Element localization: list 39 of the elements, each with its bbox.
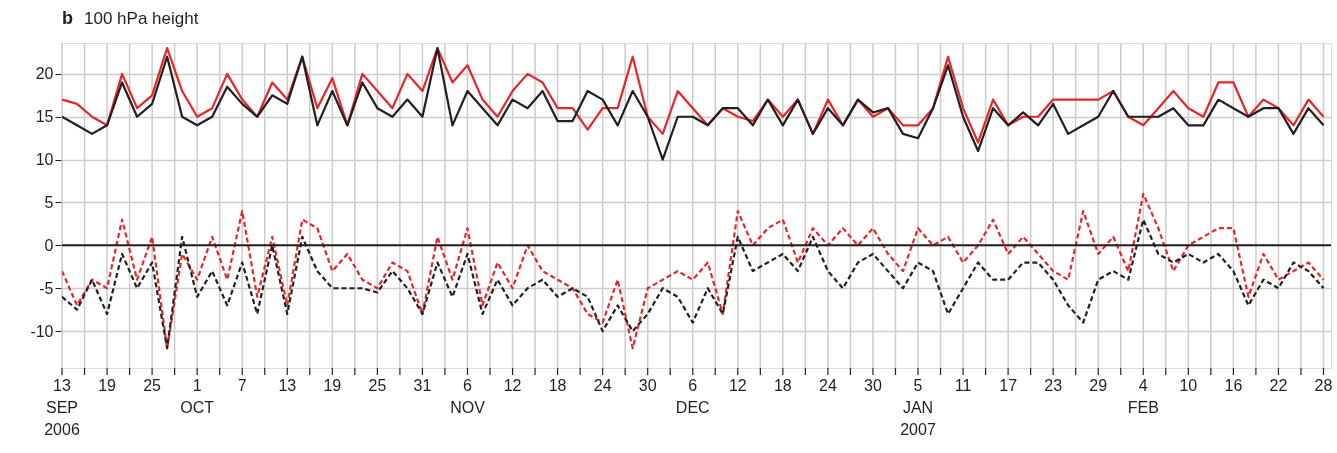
line-series (62, 192, 1325, 350)
y-tick-label: -10 (30, 322, 54, 340)
x-tick-label: 7 (237, 377, 247, 394)
y-tick-label: 0 (44, 236, 54, 254)
x-tick-label: 19 (98, 377, 117, 394)
x-tick-label: 11 (954, 377, 972, 394)
x-tick-label: 13 SEP 2006 (44, 377, 80, 438)
x-tick-label: 16 (1224, 377, 1243, 394)
x-tick-label: 25 (143, 377, 162, 394)
y-tick-label: 5 (44, 194, 54, 211)
x-tick-label: 10 (1179, 377, 1198, 394)
x-tick-label: 25 (368, 377, 387, 394)
x-tick-label: 6 DEC (675, 377, 710, 416)
y-tick-label: 20 (35, 65, 54, 83)
x-tick-label: 28 (1314, 377, 1333, 394)
x-tick-label: 29 (1089, 377, 1108, 394)
x-tick-label: 19 (323, 377, 342, 394)
x-tick-label: 22 (1269, 377, 1288, 394)
y-tick-label: 15 (35, 108, 54, 126)
x-tick-label: 31 (413, 377, 432, 394)
x-tick-label: 1 OCT (180, 377, 215, 416)
y-tick-label: -5 (39, 279, 54, 297)
x-tick-label: 18 (773, 377, 792, 394)
x-tick-label: 24 (593, 377, 612, 394)
x-tick-label: 6 NOV (450, 377, 486, 416)
y-tick-label: 10 (35, 151, 54, 169)
x-tick-label: 17 (999, 377, 1018, 394)
chart-title: 100 hPa height (84, 9, 199, 28)
x-tick-label: 23 (1044, 377, 1063, 394)
x-tick-label: 18 (548, 377, 567, 394)
text: b (62, 8, 73, 28)
x-tick-label: 4 FEB (1127, 377, 1159, 416)
x-tick-label: 12 (503, 377, 522, 394)
x-tick-label: 13 (278, 377, 297, 394)
x-tick-label: 12 (728, 377, 747, 394)
x-tick-label: 24 (819, 377, 837, 394)
x-tick-label: 5 JAN 2007 (900, 377, 936, 438)
x-tick-label: 30 (638, 377, 657, 394)
x-tick-label: 30 (864, 377, 882, 394)
